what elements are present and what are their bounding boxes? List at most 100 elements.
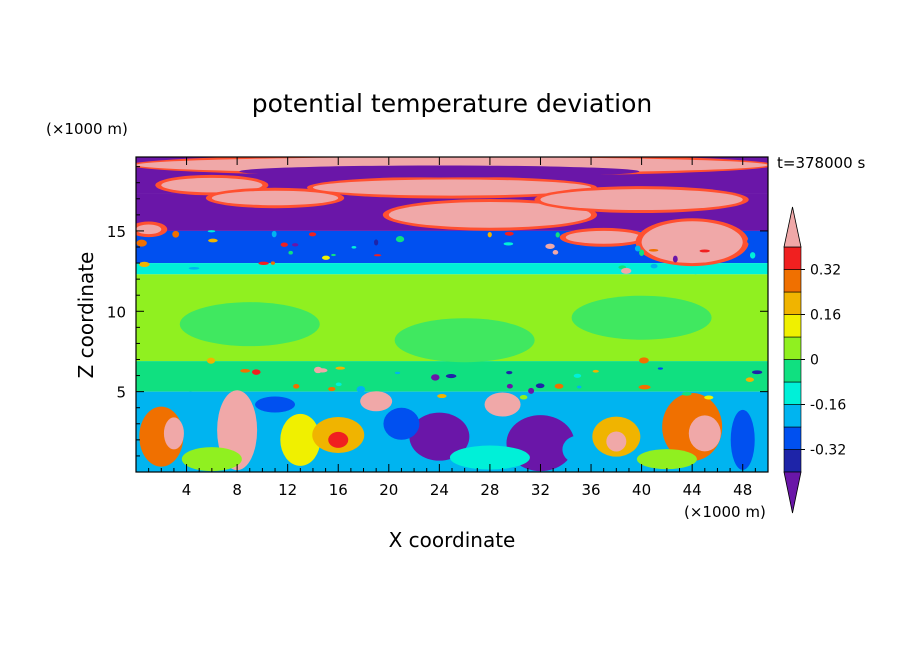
speckle — [207, 230, 216, 233]
colorbar: 0.32 0.16 0 -0.16 -0.32 — [783, 206, 846, 514]
speckle — [552, 250, 559, 255]
speckle — [394, 371, 401, 375]
turbulent-blob — [562, 435, 595, 464]
speckle — [555, 232, 560, 238]
speckle — [715, 243, 726, 250]
colorbar-label: -0.16 — [810, 398, 846, 414]
speckle — [288, 250, 293, 255]
speckle — [280, 242, 288, 247]
speckle — [188, 267, 200, 270]
speckle — [374, 239, 379, 246]
speckle — [545, 243, 555, 249]
warm-filament — [388, 202, 592, 228]
speckle — [293, 383, 300, 389]
speckle — [592, 369, 599, 373]
speckle — [650, 263, 658, 269]
warm-filament — [641, 221, 743, 264]
speckle — [540, 368, 550, 376]
colorbar-box — [783, 426, 802, 450]
speckle — [351, 245, 357, 249]
speckle — [577, 385, 582, 389]
speckle — [503, 242, 514, 246]
x-tick-label: 16 — [329, 481, 348, 499]
warm-filament — [136, 224, 162, 235]
speckle — [172, 230, 180, 238]
speckle — [504, 231, 514, 236]
speckle — [251, 369, 261, 375]
turbulent-blob — [688, 415, 721, 452]
turbulent-blob — [449, 445, 530, 470]
speckle — [681, 391, 692, 396]
x-tick-label: 48 — [733, 481, 752, 499]
colorbar-label: 0 — [810, 353, 819, 369]
speckle — [445, 373, 457, 379]
speckle — [519, 394, 528, 400]
colorbar-box — [783, 404, 802, 428]
colorbar-label: 0.32 — [810, 263, 841, 279]
speckle — [395, 236, 405, 243]
speckle — [335, 382, 342, 387]
mid-patch — [394, 318, 535, 363]
speckle — [373, 254, 382, 257]
turbulent-blob — [280, 413, 321, 466]
contour-field — [136, 157, 768, 472]
speckle — [535, 383, 545, 389]
x-tick-label: 44 — [683, 481, 702, 499]
mid-patch — [571, 295, 712, 340]
x-tick-label: 20 — [379, 481, 398, 499]
warm-filament — [211, 190, 339, 206]
colorbar-extend-low — [783, 471, 802, 514]
colorbar-box — [783, 314, 802, 338]
speckle — [321, 255, 330, 260]
turbulent-blob — [255, 396, 296, 413]
speckle — [528, 387, 535, 394]
speckle — [621, 267, 632, 274]
chart-title: potential temperature deviation — [252, 89, 652, 118]
speckle — [356, 385, 366, 393]
warm-filament — [312, 179, 592, 196]
mid-patch — [179, 302, 320, 347]
x-unit-label: (×1000 m) — [684, 503, 766, 521]
speckle — [136, 239, 147, 247]
colorbar-box — [783, 269, 802, 293]
speckle — [139, 261, 150, 268]
turbulent-blob — [606, 431, 627, 452]
turbulent-blob — [484, 392, 521, 417]
y-axis-label: Z coordinate — [74, 252, 98, 379]
turbulent-blob — [409, 412, 470, 461]
y-axis: 5 10 15 — [107, 166, 768, 457]
warm-filament — [161, 177, 263, 193]
x-tick-label: 36 — [581, 481, 600, 499]
warm-filament — [565, 230, 642, 244]
speckle — [747, 238, 755, 245]
x-tick-label: 4 — [182, 481, 192, 499]
speckle — [745, 377, 754, 382]
colorbar-extend-high — [783, 206, 802, 248]
x-tick-label: 40 — [632, 481, 651, 499]
speckle — [206, 357, 216, 364]
y-tick-label: 10 — [107, 303, 126, 321]
speckle — [638, 384, 651, 390]
speckle — [186, 391, 195, 398]
field-band — [136, 263, 768, 275]
x-tick-label: 24 — [430, 481, 449, 499]
speckle — [506, 383, 513, 389]
colorbar-box — [783, 336, 802, 360]
time-label: t=378000 s — [777, 154, 865, 172]
speckle — [691, 267, 700, 275]
speckle — [562, 246, 572, 252]
turbulent-blob — [383, 407, 420, 440]
speckle — [331, 253, 336, 257]
speckle — [573, 373, 582, 378]
warm-filament — [540, 189, 743, 211]
colorbar-label: -0.32 — [810, 443, 846, 459]
speckle — [749, 252, 756, 259]
turbulent-blob — [181, 447, 242, 472]
speckle — [258, 261, 269, 266]
speckle — [487, 232, 492, 238]
x-tick-label: 28 — [480, 481, 499, 499]
cold-streak — [239, 165, 640, 178]
speckle — [271, 230, 277, 238]
y-tick-label: 15 — [107, 223, 126, 241]
